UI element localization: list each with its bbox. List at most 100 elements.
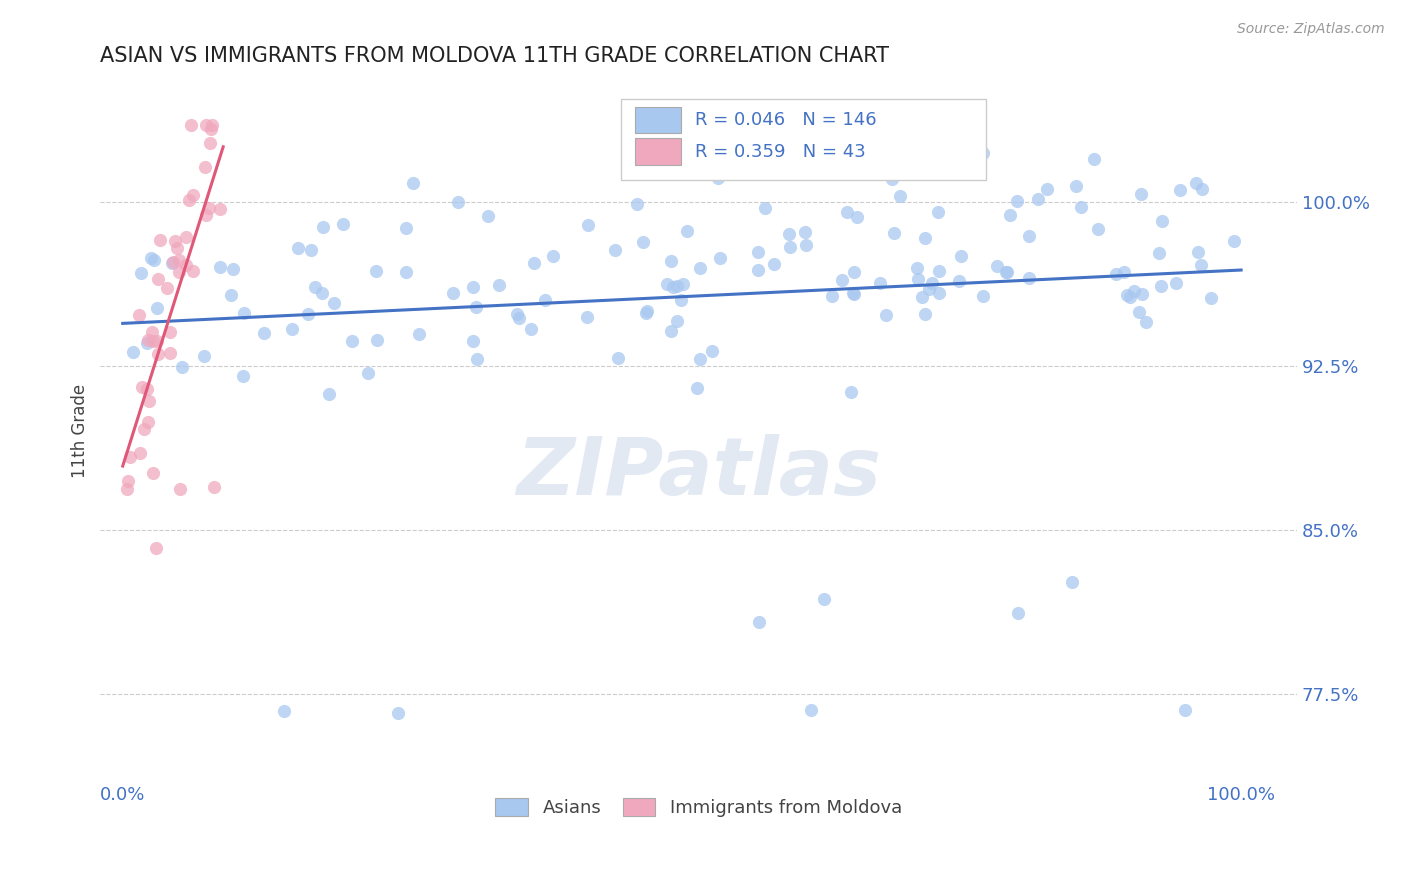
- Point: [747, 244, 769, 259]
- Point: [831, 273, 853, 287]
- Point: [779, 240, 801, 254]
- Point: [636, 306, 658, 320]
- Point: [232, 306, 254, 320]
- Point: [169, 482, 191, 496]
- Point: [994, 264, 1017, 278]
- Point: [395, 221, 418, 235]
- Point: [136, 334, 159, 348]
- FancyBboxPatch shape: [636, 107, 681, 134]
- Point: [221, 261, 243, 276]
- Point: [747, 263, 769, 277]
- Point: [141, 251, 163, 265]
- Point: [395, 265, 418, 279]
- Point: [1105, 267, 1128, 281]
- Point: [626, 197, 648, 211]
- Point: [441, 286, 464, 301]
- Point: [927, 204, 949, 219]
- Y-axis label: 11th Grade: 11th Grade: [72, 384, 89, 478]
- Point: [1147, 246, 1170, 260]
- Point: [122, 345, 145, 359]
- Point: [813, 592, 835, 607]
- Point: [1060, 575, 1083, 590]
- Point: [636, 303, 658, 318]
- Point: [603, 243, 626, 257]
- Point: [1087, 222, 1109, 236]
- Point: [1128, 305, 1150, 319]
- Point: [1116, 288, 1139, 302]
- Point: [869, 276, 891, 290]
- Point: [280, 322, 302, 336]
- Point: [253, 326, 276, 340]
- Legend: Asians, Immigrants from Moldova: Asians, Immigrants from Moldova: [488, 790, 910, 824]
- Point: [1036, 182, 1059, 196]
- Point: [800, 702, 823, 716]
- Point: [689, 351, 711, 366]
- Point: [1223, 234, 1246, 248]
- Point: [1187, 245, 1209, 260]
- Point: [181, 264, 204, 278]
- Point: [666, 314, 689, 328]
- Point: [778, 227, 800, 241]
- Point: [117, 475, 139, 489]
- Point: [700, 344, 723, 359]
- Point: [195, 208, 218, 222]
- Point: [928, 286, 950, 301]
- Point: [672, 277, 695, 291]
- Point: [1130, 187, 1153, 202]
- Point: [520, 322, 543, 336]
- Point: [949, 249, 972, 263]
- Point: [159, 325, 181, 339]
- Point: [146, 347, 169, 361]
- Point: [174, 258, 197, 272]
- Point: [131, 380, 153, 394]
- Point: [141, 325, 163, 339]
- Point: [118, 450, 141, 465]
- Point: [842, 287, 865, 301]
- Point: [911, 290, 934, 304]
- Point: [201, 119, 224, 133]
- Point: [921, 276, 943, 290]
- Point: [1018, 271, 1040, 285]
- Point: [297, 307, 319, 321]
- Point: [986, 259, 1008, 273]
- Point: [948, 274, 970, 288]
- Point: [169, 265, 191, 279]
- Point: [928, 264, 950, 278]
- Point: [146, 301, 169, 316]
- Text: ZIPatlas: ZIPatlas: [516, 434, 882, 512]
- Point: [1007, 606, 1029, 620]
- Point: [169, 253, 191, 268]
- Point: [883, 227, 905, 241]
- Point: [1191, 258, 1213, 272]
- Point: [160, 256, 183, 270]
- Text: Source: ZipAtlas.com: Source: ZipAtlas.com: [1237, 22, 1385, 37]
- Point: [402, 176, 425, 190]
- Point: [312, 219, 335, 234]
- Point: [841, 285, 863, 300]
- Point: [135, 336, 157, 351]
- Point: [523, 255, 546, 269]
- Point: [754, 201, 776, 215]
- Point: [1168, 183, 1191, 197]
- Point: [477, 209, 499, 223]
- Point: [159, 346, 181, 360]
- Point: [1152, 214, 1174, 228]
- Point: [342, 334, 364, 348]
- Point: [219, 288, 242, 302]
- Point: [918, 283, 941, 297]
- Point: [914, 307, 936, 321]
- Point: [209, 260, 232, 275]
- Point: [446, 194, 468, 209]
- Point: [1018, 229, 1040, 244]
- Point: [364, 264, 387, 278]
- Point: [1112, 265, 1135, 279]
- Text: ASIAN VS IMMIGRANTS FROM MOLDOVA 11TH GRADE CORRELATION CHART: ASIAN VS IMMIGRANTS FROM MOLDOVA 11TH GR…: [100, 46, 890, 66]
- Point: [972, 146, 994, 161]
- Point: [1164, 277, 1187, 291]
- Point: [200, 136, 222, 150]
- Point: [505, 307, 527, 321]
- Point: [136, 415, 159, 429]
- Point: [146, 272, 169, 286]
- Point: [129, 266, 152, 280]
- Point: [194, 119, 217, 133]
